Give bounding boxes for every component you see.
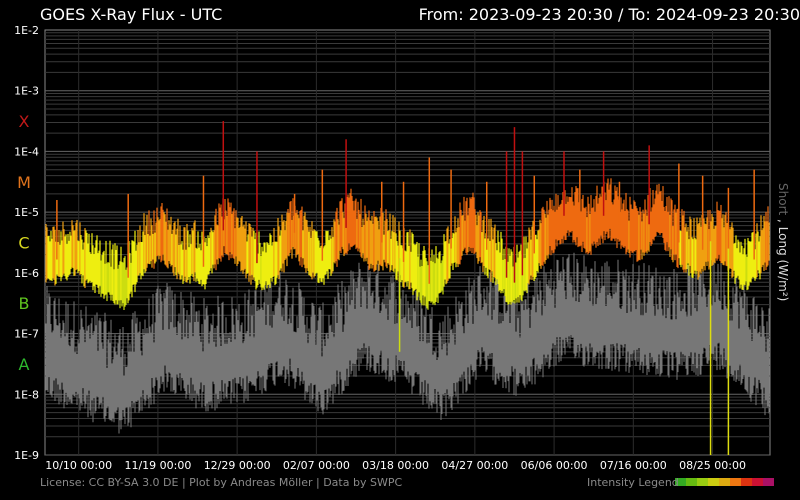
flare-spikes xyxy=(56,121,755,284)
legend-swatch xyxy=(752,478,763,486)
x-tick-label: 03/18 00:00 xyxy=(362,459,429,472)
y-tick-label: 1E-6 xyxy=(14,267,39,280)
y-tick-label: 1E-5 xyxy=(14,206,39,219)
x-tick-label: 10/10 00:00 xyxy=(45,459,112,472)
y-tick-label: 1E-7 xyxy=(14,328,39,341)
x-tick-label: 12/29 00:00 xyxy=(204,459,271,472)
flare-class-m: M xyxy=(17,173,31,192)
y-axis-label-short: Short xyxy=(776,183,790,216)
legend-swatch xyxy=(763,478,774,486)
x-tick-label: 02/07 00:00 xyxy=(283,459,350,472)
chart-title: GOES X-Ray Flux - UTC xyxy=(40,5,223,24)
x-tick-label: 07/16 00:00 xyxy=(600,459,667,472)
y-tick-label: 1E-9 xyxy=(14,449,39,462)
x-tick-label: 04/27 00:00 xyxy=(441,459,508,472)
legend-swatch xyxy=(741,478,752,486)
license-footer: License: CC BY-SA 3.0 DE | Plot by Andre… xyxy=(40,476,403,489)
to-label: To: xyxy=(628,5,651,24)
intensity-legend xyxy=(675,478,774,486)
flare-class-c: C xyxy=(18,234,29,253)
x-tick-label: 06/06 00:00 xyxy=(521,459,588,472)
legend-swatch xyxy=(730,478,741,486)
from-label: From: xyxy=(418,5,464,24)
intensity-legend-label: Intensity Legend xyxy=(587,476,679,489)
legend-swatch xyxy=(708,478,719,486)
flare-class-a: A xyxy=(19,355,30,374)
flare-class-x: X xyxy=(19,112,30,131)
legend-swatch xyxy=(675,478,686,486)
date-range: From: 2023-09-23 20:30 / To: 2024-09-23 … xyxy=(419,5,800,24)
y-tick-label: 1E-2 xyxy=(14,24,39,37)
series-short xyxy=(45,252,770,434)
y-tick-label: 1E-8 xyxy=(14,388,39,401)
legend-swatch xyxy=(686,478,697,486)
legend-swatch xyxy=(697,478,708,486)
flare-class-b: B xyxy=(19,294,30,313)
y-tick-label: 1E-3 xyxy=(14,85,39,98)
x-tick-label: 08/25 00:00 xyxy=(679,459,746,472)
y-axis-label-long: Long (W/m²) xyxy=(776,226,790,302)
to-date: 2024-09-23 20:30 xyxy=(655,5,800,24)
y-axis-label: Short , Long (W/m²) xyxy=(776,183,790,301)
x-tick-label: 11/19 00:00 xyxy=(124,459,191,472)
y-axis-label-separator: , xyxy=(776,219,790,223)
from-date: 2023-09-23 20:30 xyxy=(468,5,613,24)
range-separator: / xyxy=(618,5,624,24)
legend-swatch xyxy=(719,478,730,486)
y-tick-label: 1E-4 xyxy=(14,145,39,158)
